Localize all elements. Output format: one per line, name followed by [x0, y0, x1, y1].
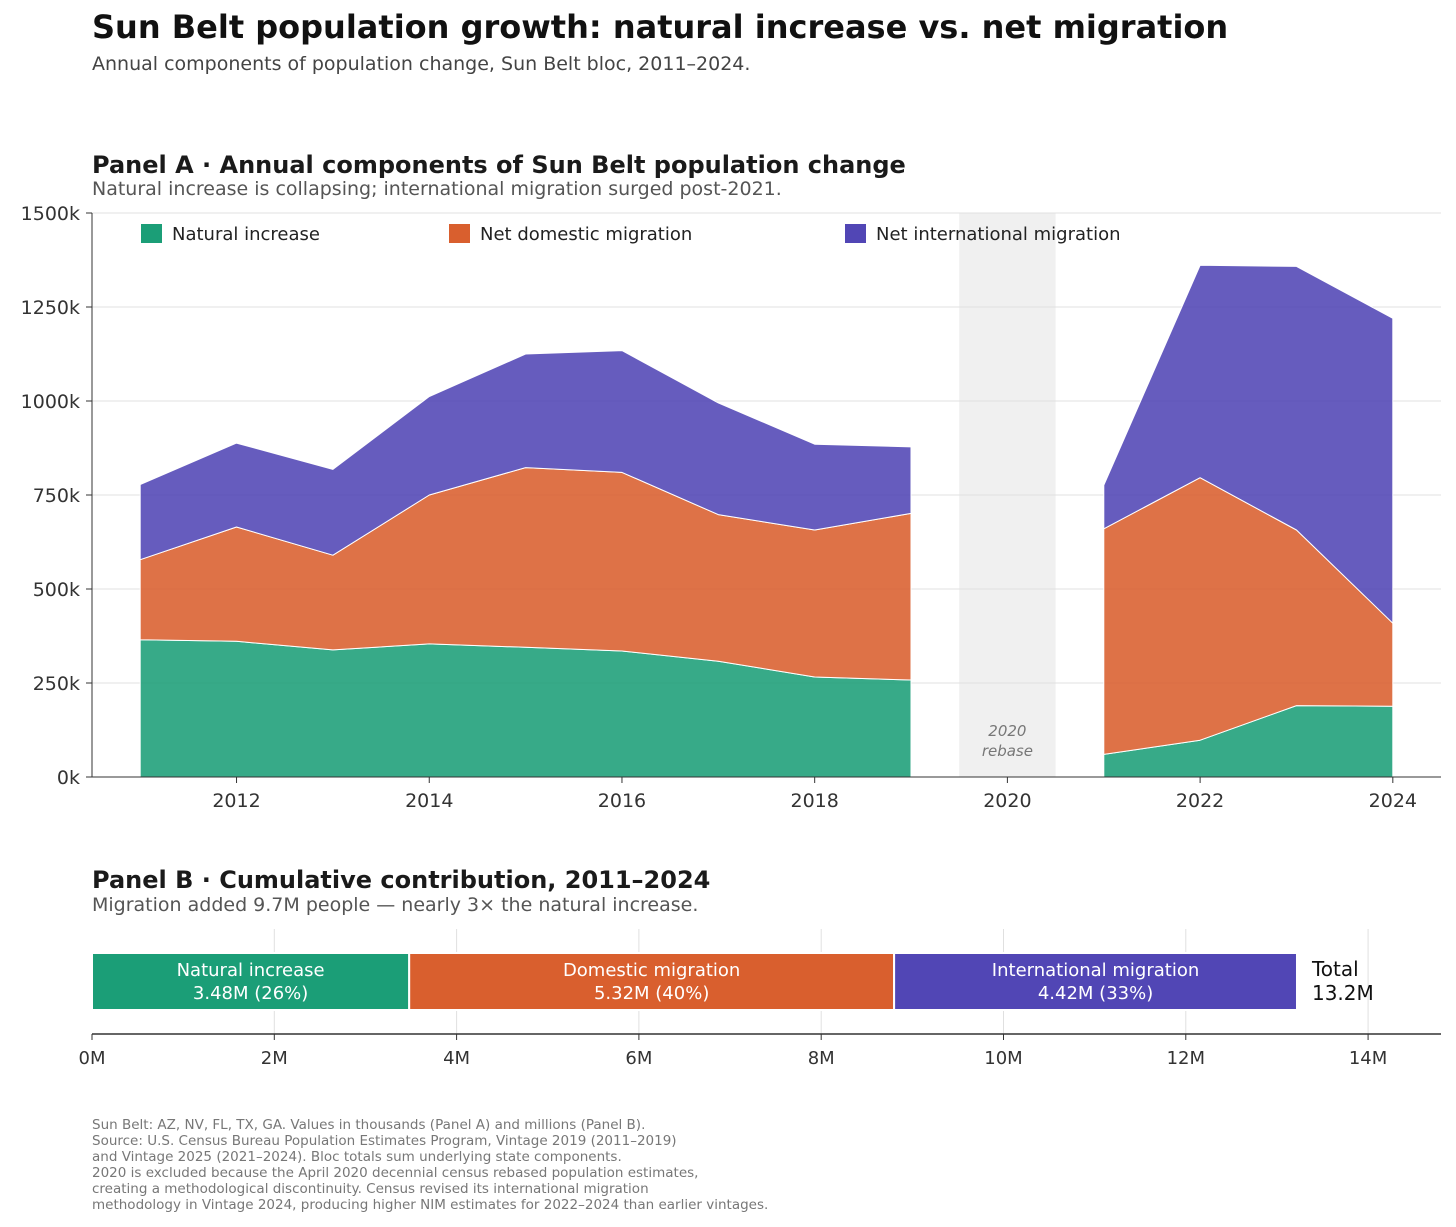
footnote: Sun Belt: AZ, NV, FL, TX, GA. Values in … — [92, 1117, 1092, 1213]
rebase-label: rebase — [982, 742, 1033, 760]
legend-label-natural: Natural increase — [172, 224, 320, 245]
x-tick-label: 10M — [984, 1048, 1022, 1069]
x-tick-label: 2012 — [212, 790, 260, 812]
x-tick-label: 4M — [443, 1048, 470, 1069]
y-tick-label: 1000k — [21, 391, 80, 413]
legend-swatch-international — [845, 224, 866, 243]
footnote-line: creating a methodological discontinuity.… — [92, 1181, 649, 1197]
footnote-line: methodology in Vintage 2024, producing h… — [92, 1197, 769, 1213]
total-label: Total — [1311, 957, 1359, 981]
x-tick-label: 2020 — [983, 790, 1031, 812]
bar-segment-domestic — [408, 952, 896, 1011]
y-tick-label: 1500k — [21, 203, 80, 225]
y-tick-label: 250k — [33, 673, 80, 695]
footnote-line: and Vintage 2025 (2021–2024). Bloc total… — [92, 1149, 622, 1165]
area-international — [139, 350, 912, 561]
legend-swatch-natural — [141, 224, 162, 243]
x-tick-label: 0M — [79, 1048, 106, 1069]
bar-segment-natural — [91, 952, 411, 1011]
legend-label-international: Net international migration — [876, 224, 1121, 245]
panel-b-title: Panel B · Cumulative contribution, 2011–… — [92, 866, 711, 894]
footnote-line: Source: U.S. Census Bureau Population Es… — [92, 1133, 677, 1149]
y-tick-label: 0k — [57, 767, 80, 789]
legend-label-domestic: Net domestic migration — [480, 224, 692, 245]
x-tick-label: 14M — [1349, 1048, 1387, 1069]
panel-b-subtitle: Migration added 9.7M people — nearly 3× … — [92, 894, 699, 916]
x-tick-label: 2016 — [598, 790, 646, 812]
x-tick-label: 6M — [625, 1048, 652, 1069]
x-tick-label: 2018 — [790, 790, 838, 812]
bar-segment-value: 3.48M (26%) — [193, 983, 308, 1004]
footnote-line: Sun Belt: AZ, NV, FL, TX, GA. Values in … — [92, 1117, 646, 1133]
chart-title: Sun Belt population growth: natural incr… — [92, 8, 1229, 46]
legend-swatch-domestic — [449, 224, 470, 243]
bar-segment-international — [893, 952, 1298, 1011]
x-tick-label: 2014 — [405, 790, 453, 812]
x-tick-label: 8M — [808, 1048, 835, 1069]
rebase-label: 2020 — [988, 722, 1026, 740]
bar-segment-value: 5.32M (40%) — [594, 983, 709, 1004]
panel-a-subtitle: Natural increase is collapsing; internat… — [92, 178, 782, 200]
chart-subtitle: Annual components of population change, … — [92, 53, 751, 75]
x-tick-label: 2024 — [1369, 790, 1417, 812]
bar-segment-label: International migration — [992, 960, 1199, 981]
y-tick-label: 1250k — [21, 297, 80, 319]
x-tick-label: 12M — [1167, 1048, 1205, 1069]
bar-segment-label: Natural increase — [177, 960, 325, 981]
x-tick-label: 2022 — [1176, 790, 1224, 812]
y-tick-label: 750k — [33, 485, 80, 507]
footnote-line: 2020 is excluded because the April 2020 … — [92, 1165, 699, 1181]
y-tick-label: 500k — [33, 579, 80, 601]
panel-a-title: Panel A · Annual components of Sun Belt … — [92, 151, 906, 179]
area-international — [1103, 264, 1394, 624]
panel-a-area-chart: 0k 250k 500k 750k 1000k 1250k 1500k 2012 2014 201… — [21, 203, 1441, 812]
total-value: 13.2M — [1312, 981, 1374, 1005]
x-tick-label: 2M — [261, 1048, 288, 1069]
bar-segment-label: Domestic migration — [563, 960, 740, 981]
bar-segment-value: 4.42M (33%) — [1038, 983, 1153, 1004]
